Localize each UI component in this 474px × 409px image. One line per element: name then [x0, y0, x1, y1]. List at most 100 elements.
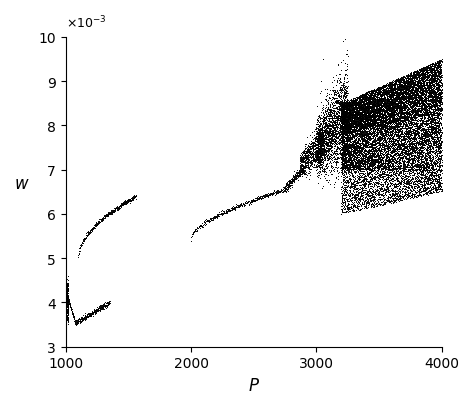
- Point: [300, 153, 308, 159]
- Point: [395, 86, 403, 93]
- Point: [428, 154, 436, 161]
- Point: [354, 164, 362, 171]
- Point: [408, 97, 416, 103]
- Point: [334, 135, 341, 142]
- Point: [398, 128, 405, 134]
- Point: [327, 128, 335, 135]
- Point: [348, 103, 356, 110]
- Point: [371, 101, 379, 108]
- Point: [369, 109, 376, 116]
- Point: [394, 132, 401, 139]
- Point: [340, 167, 348, 173]
- Point: [402, 164, 410, 171]
- Point: [363, 103, 370, 110]
- Point: [412, 110, 420, 117]
- Point: [338, 165, 346, 172]
- Point: [422, 179, 429, 186]
- Point: [395, 159, 403, 166]
- Point: [309, 159, 316, 166]
- Point: [344, 103, 352, 109]
- Point: [322, 138, 329, 145]
- Point: [346, 108, 354, 115]
- Point: [400, 85, 408, 92]
- Point: [397, 87, 404, 94]
- Point: [419, 95, 427, 102]
- Point: [415, 72, 422, 79]
- Point: [412, 144, 420, 150]
- Point: [377, 128, 384, 134]
- Point: [327, 112, 334, 119]
- Point: [371, 99, 379, 106]
- Point: [96, 219, 103, 226]
- Point: [368, 150, 375, 156]
- Point: [339, 144, 347, 151]
- Point: [344, 157, 352, 164]
- Point: [316, 136, 324, 143]
- Point: [421, 95, 429, 101]
- Point: [339, 124, 347, 130]
- Point: [393, 188, 401, 195]
- Point: [228, 205, 235, 211]
- Point: [365, 102, 373, 109]
- Point: [343, 110, 350, 117]
- Point: [317, 145, 325, 152]
- Point: [392, 80, 399, 87]
- Point: [363, 92, 371, 98]
- Point: [409, 149, 416, 155]
- Point: [352, 186, 359, 193]
- Point: [426, 162, 433, 168]
- Point: [378, 124, 386, 130]
- Point: [400, 142, 408, 149]
- Point: [375, 201, 383, 207]
- Point: [417, 175, 425, 182]
- Point: [345, 163, 353, 169]
- Point: [377, 153, 384, 160]
- Point: [420, 98, 428, 104]
- Point: [350, 139, 358, 146]
- Point: [393, 193, 401, 199]
- Point: [387, 85, 395, 92]
- Point: [423, 66, 430, 72]
- Point: [377, 103, 384, 109]
- Point: [353, 194, 361, 200]
- Point: [419, 130, 427, 136]
- Point: [376, 134, 383, 141]
- Point: [419, 79, 427, 85]
- Point: [380, 108, 387, 115]
- Point: [431, 167, 439, 173]
- Point: [418, 159, 426, 166]
- Point: [368, 151, 376, 157]
- Point: [344, 149, 352, 155]
- Point: [411, 74, 419, 81]
- Point: [339, 145, 347, 151]
- Point: [383, 98, 391, 105]
- Point: [425, 96, 432, 102]
- Point: [368, 121, 376, 127]
- Point: [197, 223, 205, 229]
- Point: [420, 72, 428, 79]
- Point: [381, 148, 388, 154]
- Point: [365, 105, 372, 112]
- Point: [357, 152, 365, 158]
- Point: [373, 157, 380, 164]
- Point: [311, 157, 319, 164]
- Point: [414, 104, 421, 110]
- Point: [438, 87, 445, 94]
- Point: [328, 116, 336, 123]
- Point: [425, 134, 433, 140]
- Point: [434, 163, 442, 170]
- Point: [398, 106, 405, 113]
- Point: [431, 93, 438, 99]
- Point: [321, 96, 328, 103]
- Point: [408, 96, 415, 103]
- Point: [377, 104, 385, 110]
- Point: [402, 181, 410, 187]
- Point: [359, 101, 367, 107]
- Point: [433, 103, 440, 109]
- Point: [422, 118, 429, 125]
- Point: [376, 136, 383, 142]
- Point: [419, 192, 427, 198]
- Point: [421, 153, 428, 160]
- Point: [388, 142, 396, 148]
- Point: [369, 97, 377, 104]
